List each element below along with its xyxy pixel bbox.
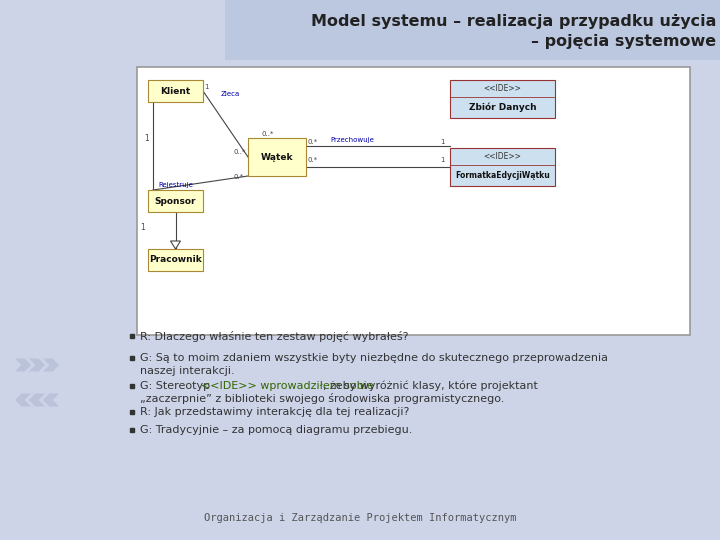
Text: R: Dlaczego właśnie ten zestaw pojęć wybrałeś?: R: Dlaczego właśnie ten zestaw pojęć wyb… — [140, 330, 408, 341]
Text: 1: 1 — [204, 84, 209, 90]
Text: G: Tradycyjnie – za pomocą diagramu przebiegu.: G: Tradycyjnie – za pomocą diagramu prze… — [140, 425, 413, 435]
Text: Przechowuje: Przechowuje — [330, 137, 374, 143]
Text: FormatkaEdycjiWątku: FormatkaEdycjiWątku — [455, 171, 550, 180]
Text: – pojęcia systemowe: – pojęcia systemowe — [531, 34, 716, 49]
Bar — [137, 67, 690, 335]
Text: Wątek: Wątek — [261, 152, 293, 161]
Bar — [248, 138, 306, 176]
Text: Model systemu – realizacja przypadku użycia: Model systemu – realizacja przypadku uży… — [310, 14, 716, 29]
Text: , żeby wyróżnić klasy, które projektant: , żeby wyróżnić klasy, które projektant — [323, 381, 538, 392]
Text: 1: 1 — [440, 157, 444, 163]
Text: <<IDE>>: <<IDE>> — [484, 152, 521, 161]
Polygon shape — [15, 359, 31, 372]
Text: „zaczerpnie” z biblioteki swojego środowiska programistycznego.: „zaczerpnie” z biblioteki swojego środow… — [140, 394, 505, 404]
Polygon shape — [171, 241, 181, 249]
Text: Rejestruje: Rejestruje — [158, 182, 193, 188]
Text: Zbiór Danych: Zbiór Danych — [469, 103, 536, 112]
Text: G: Są to moim zdaniem wszystkie byty niezbędne do skutecznego przeprowadzenia: G: Są to moim zdaniem wszystkie byty nie… — [140, 353, 608, 363]
Text: 0..*: 0..* — [262, 131, 274, 137]
Text: 0.*: 0.* — [234, 174, 244, 180]
Polygon shape — [29, 359, 45, 372]
Text: Sponsor: Sponsor — [155, 197, 197, 206]
Polygon shape — [43, 359, 59, 372]
Bar — [148, 80, 203, 102]
Bar — [148, 249, 203, 271]
Text: 0..*: 0..* — [233, 149, 246, 155]
Polygon shape — [15, 394, 31, 407]
Text: Klient: Klient — [161, 86, 191, 96]
Text: Zleca: Zleca — [220, 91, 240, 97]
Text: <<IDE>>: <<IDE>> — [484, 84, 521, 93]
Bar — [450, 148, 555, 186]
Text: naszej interakcji.: naszej interakcji. — [140, 366, 235, 376]
Text: 1: 1 — [440, 139, 444, 145]
Text: Organizacja i Zarządzanie Projektem Informatycznym: Organizacja i Zarządzanie Projektem Info… — [204, 513, 516, 523]
Text: Pracownik: Pracownik — [149, 255, 202, 265]
Text: 0.*: 0.* — [308, 157, 318, 163]
Polygon shape — [29, 394, 45, 407]
Bar — [450, 80, 555, 118]
Bar — [148, 190, 203, 212]
Text: 1: 1 — [140, 224, 145, 233]
Bar — [225, 0, 720, 60]
Text: <<IDE>> wprowadziłem sobie: <<IDE>> wprowadziłem sobie — [201, 381, 374, 391]
Text: 0.*: 0.* — [308, 139, 318, 145]
Text: 1: 1 — [144, 134, 149, 143]
Text: R: Jak przedstawimy interakcję dla tej realizacji?: R: Jak przedstawimy interakcję dla tej r… — [140, 407, 410, 417]
Polygon shape — [43, 394, 59, 407]
Text: G: Stereotyp: G: Stereotyp — [140, 381, 214, 391]
